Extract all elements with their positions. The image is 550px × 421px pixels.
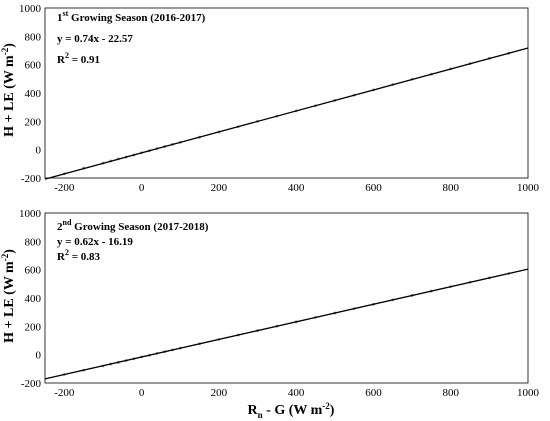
y-tick-label: 800: [25, 31, 42, 43]
x-tick-label: 1000: [517, 182, 540, 194]
x-tick-label: 800: [442, 182, 459, 194]
x-tick-label: 400: [288, 387, 305, 399]
x-tick-label: 800: [442, 387, 459, 399]
x-tick-label: 0: [139, 182, 145, 194]
y-tick-label: 0: [36, 350, 42, 362]
y-tick-labels: -200 0 200 400 600 800 1000: [19, 3, 42, 185]
y-axis-label: H + LE (W m-2): [0, 249, 17, 343]
y-tick-label: 200: [25, 321, 42, 333]
regression-equation: y = 0.74x - 22.57: [57, 33, 133, 45]
season-label: 2nd Growing Season (2017-2018): [57, 218, 209, 233]
x-tick-labels: -200 0 200 400 600 800 1000: [54, 387, 539, 399]
x-tick-label: 200: [211, 387, 228, 399]
y-tick-label: 400: [25, 293, 42, 305]
panel-2nd-season: -200 0 200 400 600 800 1000 -200 0 200 400 600 800 1…: [0, 208, 540, 420]
y-tick-label: 400: [25, 88, 42, 100]
season-label: 1st Growing Season (2016-2017): [57, 9, 206, 24]
x-axis-label: Rn - G (W m-2): [248, 401, 335, 420]
x-tick-label: -200: [54, 182, 75, 194]
x-tick-label: 400: [288, 182, 305, 194]
x-tick-labels: -200 0 200 400 600 800 1000: [54, 182, 539, 194]
y-tick-labels: -200 0 200 400 600 800 1000: [19, 208, 42, 390]
regression-line: [44, 268, 529, 380]
plot-frame: [44, 212, 529, 384]
x-tick-label: 1000: [517, 387, 540, 399]
y-tick-label: -200: [21, 173, 42, 185]
y-tick-label: 600: [25, 265, 42, 277]
x-tick-label: 0: [139, 387, 145, 399]
x-tick-label: -200: [54, 387, 75, 399]
panel-1st-season: -200 0 200 400 600 800 1000 -200 0 200 400 600 800 1…: [0, 3, 540, 194]
x-tick-label: 600: [365, 387, 382, 399]
y-tick-label: 1000: [19, 208, 42, 220]
x-tick-label: 200: [211, 182, 228, 194]
r-squared: R2 = 0.83: [57, 248, 100, 263]
y-tick-label: -200: [21, 378, 42, 390]
y-tick-label: 800: [25, 236, 42, 248]
y-axis-label: H + LE (W m-2): [0, 43, 17, 137]
regression-line: [44, 47, 529, 180]
r-squared: R2 = 0.91: [57, 51, 100, 66]
plot-frame: [44, 7, 529, 179]
regression-equation: y = 0.62x - 16.19: [57, 236, 133, 248]
x-tick-label: 600: [365, 182, 382, 194]
y-tick-label: 600: [25, 60, 42, 72]
y-tick-label: 0: [36, 145, 42, 157]
y-tick-label: 200: [25, 116, 42, 128]
y-tick-label: 1000: [19, 3, 42, 15]
